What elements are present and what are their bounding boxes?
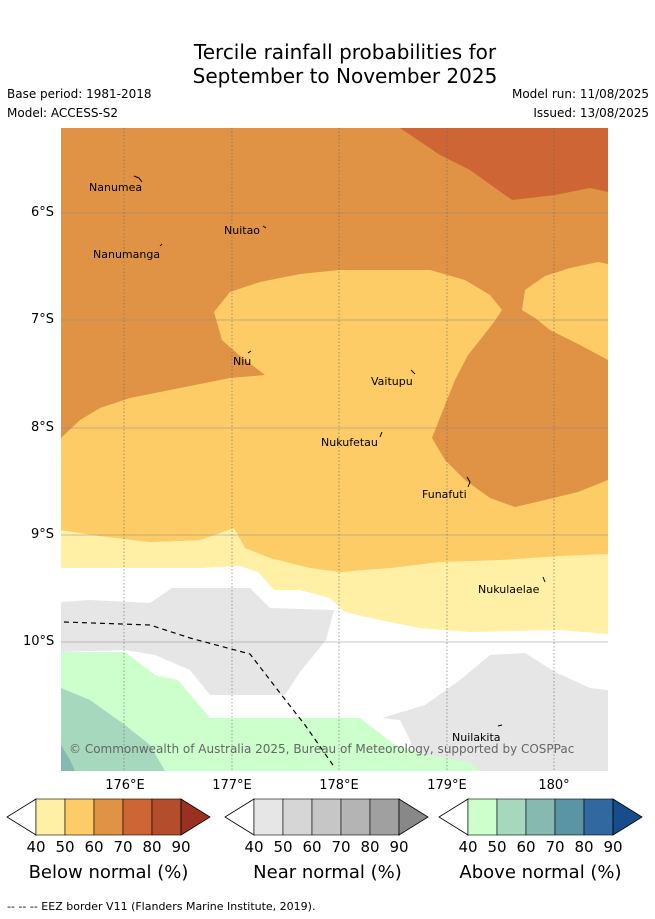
colorbar-swatch: [340, 798, 371, 836]
below-normal-40-band: [61, 528, 608, 634]
colorbar-swatch: [151, 798, 182, 836]
colorbar-swatch: [122, 798, 153, 836]
island-marks: [133, 175, 546, 727]
place-nanumea: Nanumea: [89, 181, 143, 194]
title-line-2: September to November 2025: [192, 64, 498, 88]
colorbar-tick-label: 80: [360, 838, 380, 856]
colorbar-swatch: [311, 798, 342, 836]
copyright-notice: © Commonwealth of Australia 2025, Bureau…: [69, 742, 575, 756]
colorbar-swatch: [64, 798, 95, 836]
lat-label-7s: 7°S: [31, 312, 55, 327]
colorbar-tick-label: 60: [516, 838, 536, 856]
colorbar-tick-label: 50: [273, 838, 293, 856]
lon-label-176e: 176°E: [105, 778, 145, 793]
colorbar-swatch: [253, 798, 284, 836]
place-nukufetau: Nukufetau: [321, 436, 378, 449]
colorbar-title-above: Above normal (%): [459, 862, 622, 883]
issued-date: Issued: 13/08/2025: [533, 106, 649, 120]
colorbar-tick-label: 60: [302, 838, 322, 856]
map-fields: [61, 128, 608, 771]
place-vaitupu: Vaitupu: [371, 375, 413, 388]
colorbar-under-triangle: [6, 798, 37, 836]
colorbar-over-triangle: [612, 798, 643, 836]
lat-label-10s: 10°S: [23, 634, 55, 649]
colorbar-tick-label: 40: [244, 838, 264, 856]
eez-border-line: [63, 621, 336, 769]
colorbar-swatch: [525, 798, 556, 836]
colorbar-swatch: [496, 798, 527, 836]
model-name: Model: ACCESS-S2: [7, 106, 119, 120]
colorbar-under-triangle: [224, 798, 255, 836]
colorbar-near-normal: [224, 798, 429, 836]
below-normal-50-field: [61, 270, 608, 605]
colorbar-tick-label: 80: [142, 838, 162, 856]
colorbar-under-triangle: [438, 798, 469, 836]
map-title: Tercile rainfall probabilities for Septe…: [0, 40, 655, 88]
place-nanumanga: Nanumanga: [93, 248, 161, 261]
lat-gridlines: [61, 212, 608, 643]
place-nuitao: Nuitao: [224, 224, 261, 237]
colorbar-tick-label: 50: [487, 838, 507, 856]
lat-label-6s: 6°S: [31, 205, 55, 220]
colorbars-graphic: [6, 798, 643, 836]
above-normal-60-field: [61, 745, 75, 771]
colorbar-tick-label: 70: [545, 838, 565, 856]
colorbar-swatch: [554, 798, 585, 836]
near-normal-40-west: [61, 588, 334, 695]
colorbar-tick-label: 50: [55, 838, 75, 856]
title-line-1: Tercile rainfall probabilities for: [193, 40, 497, 64]
place-nukulaelae: Nukulaelae: [478, 583, 540, 596]
colorbar-tick-label: 90: [389, 838, 409, 856]
above-normal-50-field: [61, 688, 165, 771]
colorbar-tick-label: 70: [331, 838, 351, 856]
lon-label-179e: 179°E: [427, 778, 467, 793]
place-nuilakita: Nuilakita: [452, 731, 501, 744]
lon-gridlines: [123, 128, 555, 771]
colorbar-swatch: [282, 798, 313, 836]
colorbar-over-triangle: [398, 798, 429, 836]
colorbar-below-normal: [6, 798, 211, 836]
model-run: Model run: 11/08/2025: [511, 87, 649, 101]
eez-footer-note: -- -- -- EEZ border V11 (Flanders Marine…: [7, 900, 316, 913]
lon-label-178e: 178°E: [319, 778, 359, 793]
base-period: Base period: 1981-2018: [7, 87, 152, 101]
place-niu: Niu: [233, 355, 252, 368]
colorbar-tick-label: 40: [26, 838, 46, 856]
colorbar-over-triangle: [180, 798, 211, 836]
colorbar-swatch: [467, 798, 498, 836]
below-normal-50-field-east: [522, 262, 608, 360]
colorbar-title-below: Below normal (%): [28, 862, 189, 883]
colorbar-swatch: [369, 798, 400, 836]
lon-label-180: 180°: [538, 778, 570, 793]
lat-label-9s: 9°S: [31, 527, 55, 542]
colorbar-swatch: [583, 798, 614, 836]
colorbar-swatch: [93, 798, 124, 836]
colorbar-title-near: Near normal (%): [253, 862, 402, 883]
above-normal-40-field: [61, 652, 480, 771]
colorbar-tick-label: 40: [458, 838, 478, 856]
below-normal-70-field: [400, 128, 608, 200]
colorbar-tick-label: 60: [84, 838, 104, 856]
lat-label-8s: 8°S: [31, 420, 55, 435]
colorbar-above-normal: [438, 798, 643, 836]
place-funafuti: Funafuti: [422, 488, 467, 501]
near-normal-40-east: [382, 653, 608, 771]
colorbar-swatch: [35, 798, 66, 836]
colorbar-tick-label: 80: [574, 838, 594, 856]
colorbar-tick-label: 70: [113, 838, 133, 856]
colorbar-tick-label: 90: [603, 838, 623, 856]
lon-label-177e: 177°E: [212, 778, 252, 793]
colorbar-tick-label: 90: [171, 838, 191, 856]
